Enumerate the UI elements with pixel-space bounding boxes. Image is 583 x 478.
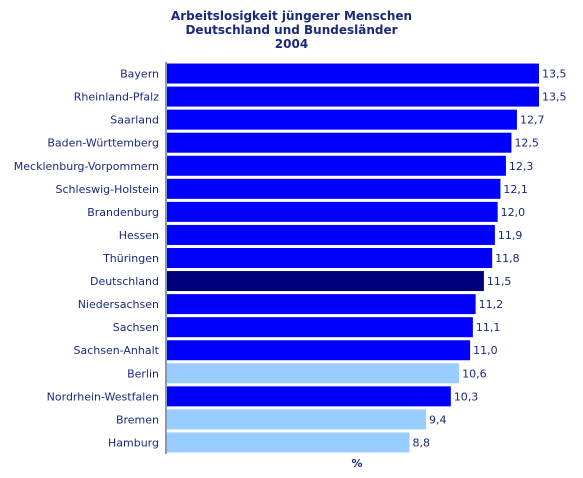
category-label: Bremen [116,413,159,426]
value-label: 11,8 [495,252,519,265]
bar [167,317,473,338]
bar [167,340,471,361]
chart-title-line-2: Deutschland und Bundesländer [185,23,398,37]
bar [167,178,501,199]
category-label: Sachsen-Anhalt [73,344,159,357]
category-label: Bayern [120,68,159,81]
value-label: 13,5 [542,68,567,81]
category-label: Rheinland-Pfalz [74,91,159,104]
x-axis-label: % [351,457,362,470]
bar [167,201,498,222]
value-label: 12,1 [503,183,528,196]
category-label: Hamburg [108,436,159,449]
category-label: Baden-Württemberg [47,137,159,150]
bar [167,386,451,407]
category-label: Brandenburg [87,206,159,219]
chart-title-line-3: 2004 [274,37,309,51]
category-label: Deutschland [90,275,159,288]
bar [167,224,495,245]
value-label: 10,6 [462,367,487,380]
category-label: Schleswig-Holstein [56,183,159,196]
value-label: 11,9 [498,229,523,242]
category-label: Berlin [127,367,159,380]
bar [167,63,539,84]
category-label: Nordrhein-Westfalen [47,390,159,403]
value-label: 10,3 [454,390,479,403]
category-label: Mecklenburg-Vorpommern [14,160,159,173]
bar [167,294,476,315]
bar [167,132,512,153]
value-label: 12,3 [509,160,534,173]
bar [167,109,517,130]
value-label: 11,2 [479,298,504,311]
value-label: 13,5 [542,91,567,104]
category-label: Hessen [119,229,159,242]
value-label: 8,8 [412,436,430,449]
chart-title: Arbeitslosigkeit jüngerer Menschen Deuts… [0,9,583,51]
value-label: 12,0 [501,206,525,219]
value-label: 12,5 [514,137,539,150]
bar [167,271,484,292]
value-label: 12,7 [520,114,545,127]
chart-title-line-1: Arbeitslosigkeit jüngerer Menschen [170,9,413,23]
value-label: 9,4 [429,413,447,426]
category-label: Sachsen [113,321,159,334]
bar [167,409,427,430]
category-label: Saarland [110,114,159,127]
value-label: 11,0 [473,344,498,357]
category-label: Niedersachsen [78,298,159,311]
bar [167,86,539,107]
bar [167,363,460,384]
bar [167,155,506,176]
value-label: 11,1 [476,321,501,334]
category-label: Thüringen [102,252,159,265]
bar [167,432,410,453]
bar [167,248,493,268]
value-label: 11,5 [487,275,512,288]
